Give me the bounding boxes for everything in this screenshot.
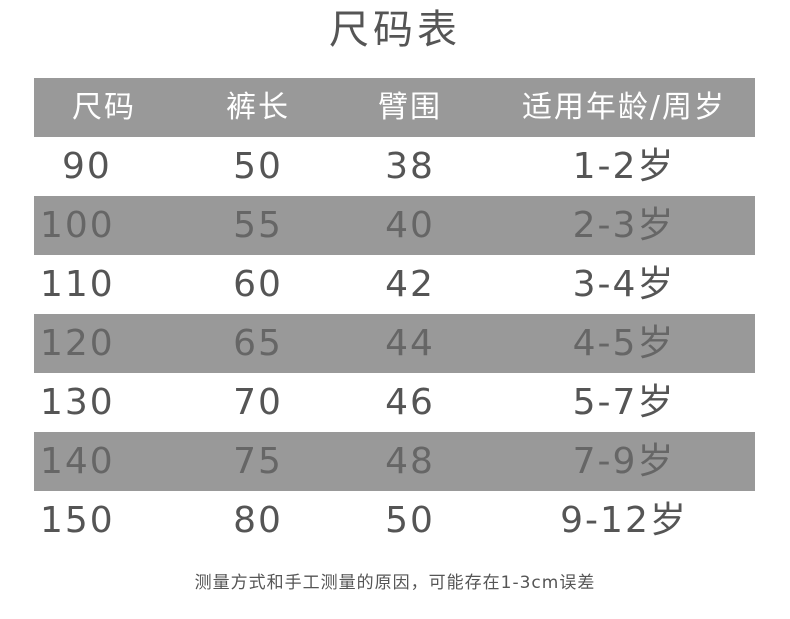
table-row: 130 70 46 5-7岁 <box>34 373 755 432</box>
table-row: 120 65 44 4-5岁 <box>34 314 755 373</box>
cell-pants-length: 50 <box>233 146 283 187</box>
table-row: 150 80 50 9-12岁 <box>34 491 755 550</box>
cell-age: 9-12岁 <box>560 500 688 541</box>
cell-age: 5-7岁 <box>572 382 676 423</box>
cell-pants-length: 80 <box>233 500 283 541</box>
cell-age: 4-5岁 <box>572 323 676 364</box>
cell-size: 150 <box>40 500 115 541</box>
size-table: 尺码 裤长 臂围 适用年龄/周岁 90 50 38 1-2岁 100 55 40 2-3岁 11… <box>34 78 755 550</box>
cell-size: 90 <box>62 146 112 187</box>
cell-arm-circumference: 42 <box>385 264 435 305</box>
cell-arm-circumference: 50 <box>385 500 435 541</box>
cell-arm-circumference: 46 <box>385 382 435 423</box>
footer-note: 测量方式和手工测量的原因，可能存在1-3cm误差 <box>194 573 596 593</box>
cell-age: 2-3岁 <box>572 205 676 246</box>
header-arm-circumference: 臂围 <box>378 90 442 125</box>
cell-pants-length: 70 <box>233 382 283 423</box>
cell-age: 1-2岁 <box>572 146 676 187</box>
cell-arm-circumference: 38 <box>385 146 435 187</box>
table-row: 140 75 48 7-9岁 <box>34 432 755 491</box>
header-age: 适用年龄/周岁 <box>521 90 727 125</box>
cell-size: 140 <box>40 441 115 482</box>
header-size: 尺码 <box>72 90 136 125</box>
table-row: 100 55 40 2-3岁 <box>34 196 755 255</box>
cell-arm-circumference: 40 <box>385 205 435 246</box>
cell-age: 7-9岁 <box>572 441 676 482</box>
table-row: 90 50 38 1-2岁 <box>34 137 755 196</box>
cell-arm-circumference: 44 <box>385 323 435 364</box>
header-pants-length: 裤长 <box>226 90 290 125</box>
page-title: 尺码表 <box>329 7 461 53</box>
cell-size: 110 <box>40 264 115 305</box>
cell-arm-circumference: 48 <box>385 441 435 482</box>
cell-size: 100 <box>40 205 115 246</box>
cell-pants-length: 75 <box>233 441 283 482</box>
cell-pants-length: 65 <box>233 323 283 364</box>
cell-pants-length: 55 <box>233 205 283 246</box>
cell-pants-length: 60 <box>233 264 283 305</box>
cell-age: 3-4岁 <box>572 264 676 305</box>
cell-size: 120 <box>40 323 115 364</box>
cell-size: 130 <box>40 382 115 423</box>
table-header: 尺码 裤长 臂围 适用年龄/周岁 <box>34 78 755 137</box>
table-row: 110 60 42 3-4岁 <box>34 255 755 314</box>
